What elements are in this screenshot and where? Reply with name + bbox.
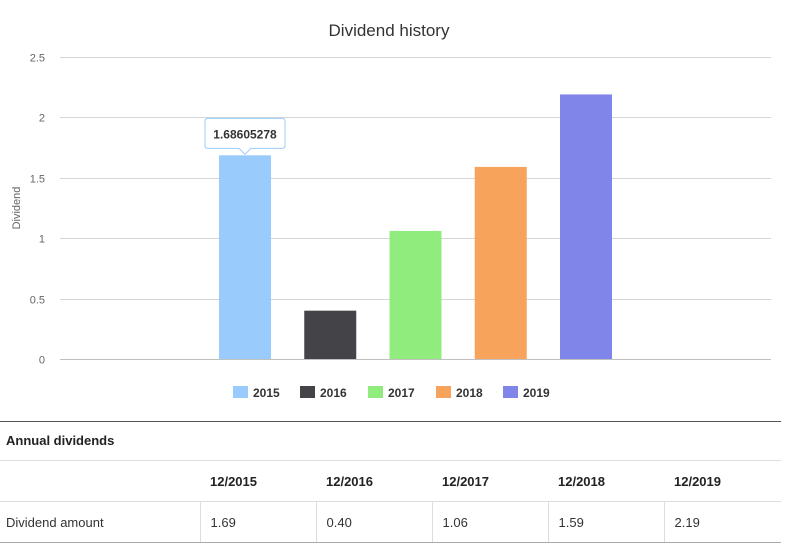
column-header: 12/2019 <box>664 460 781 502</box>
y-tick-label: 2 <box>39 113 45 125</box>
y-tick-label: 0.5 <box>30 295 45 307</box>
legend-label: 2015 <box>253 386 280 400</box>
legend-swatch <box>233 386 248 398</box>
y-tick-label: 2.5 <box>30 53 45 65</box>
legend-label: 2016 <box>320 386 347 400</box>
row-label: Dividend amount <box>0 501 200 543</box>
table-cell: 1.06 <box>431 501 548 543</box>
column-header: 12/2018 <box>548 460 664 502</box>
bars <box>219 94 612 359</box>
legend-swatch <box>300 386 315 398</box>
table-corner <box>0 460 200 502</box>
tooltip: 1.68605278 <box>204 117 286 156</box>
bar-2018[interactable] <box>474 166 527 359</box>
table-cell: 1.69 <box>199 501 316 543</box>
legend[interactable]: 2015 2016 2017 2018 2019 <box>233 386 550 400</box>
legend-swatch <box>503 386 518 398</box>
table-heading: Annual dividends <box>0 421 781 460</box>
legend-label: 2019 <box>523 386 550 400</box>
tooltip-box <box>204 117 286 156</box>
dividend-table: 12/2015 12/2016 12/2017 12/2018 12/2019 … <box>0 460 781 543</box>
legend-label: 2017 <box>388 386 415 400</box>
table-row: Dividend amount 1.69 0.40 1.06 1.59 2.19 <box>0 501 781 543</box>
column-header: 12/2015 <box>200 460 316 502</box>
legend-swatch <box>436 386 451 398</box>
table-cell: 2.19 <box>663 501 781 543</box>
table-header-row: 12/2015 12/2016 12/2017 12/2018 12/2019 <box>0 460 781 502</box>
y-tick-label: 1 <box>39 234 45 246</box>
legend-item-2017[interactable]: 2017 <box>368 386 415 400</box>
legend-swatch <box>368 386 383 398</box>
y-tick-label: 1.5 <box>30 174 45 186</box>
legend-label: 2018 <box>456 386 483 400</box>
legend-item-2019[interactable]: 2019 <box>503 386 550 400</box>
bar-2015[interactable] <box>219 155 271 359</box>
y-tick-label: 0 <box>39 355 45 367</box>
annual-dividends-section: Annual dividends 12/2015 12/2016 12/2017… <box>0 421 781 543</box>
bar-2016[interactable] <box>304 310 357 359</box>
bar-2017[interactable] <box>389 230 442 359</box>
y-axis-label: Dividend <box>11 187 23 230</box>
legend-item-2016[interactable]: 2016 <box>300 386 347 400</box>
column-header: 12/2017 <box>432 460 548 502</box>
chart-title: Dividend history <box>329 21 450 40</box>
y-axis-ticks: 0 0.5 1 1.5 2 2.5 <box>30 53 45 367</box>
legend-item-2018[interactable]: 2018 <box>436 386 483 400</box>
bar-2019[interactable] <box>560 94 612 359</box>
table-cell: 1.59 <box>547 501 664 543</box>
dividend-chart: Dividend history 0 0.5 1 1.5 2 2.5 Dividend 2… <box>11 21 771 400</box>
table-cell: 0.40 <box>315 501 432 543</box>
chart-svg: Dividend history 0 0.5 1 1.5 2 2.5 Dividend 2… <box>11 21 771 400</box>
tooltip-value: 1.68605278 <box>213 127 277 141</box>
legend-item-2015[interactable]: 2015 <box>233 386 280 400</box>
column-header: 12/2016 <box>316 460 432 502</box>
